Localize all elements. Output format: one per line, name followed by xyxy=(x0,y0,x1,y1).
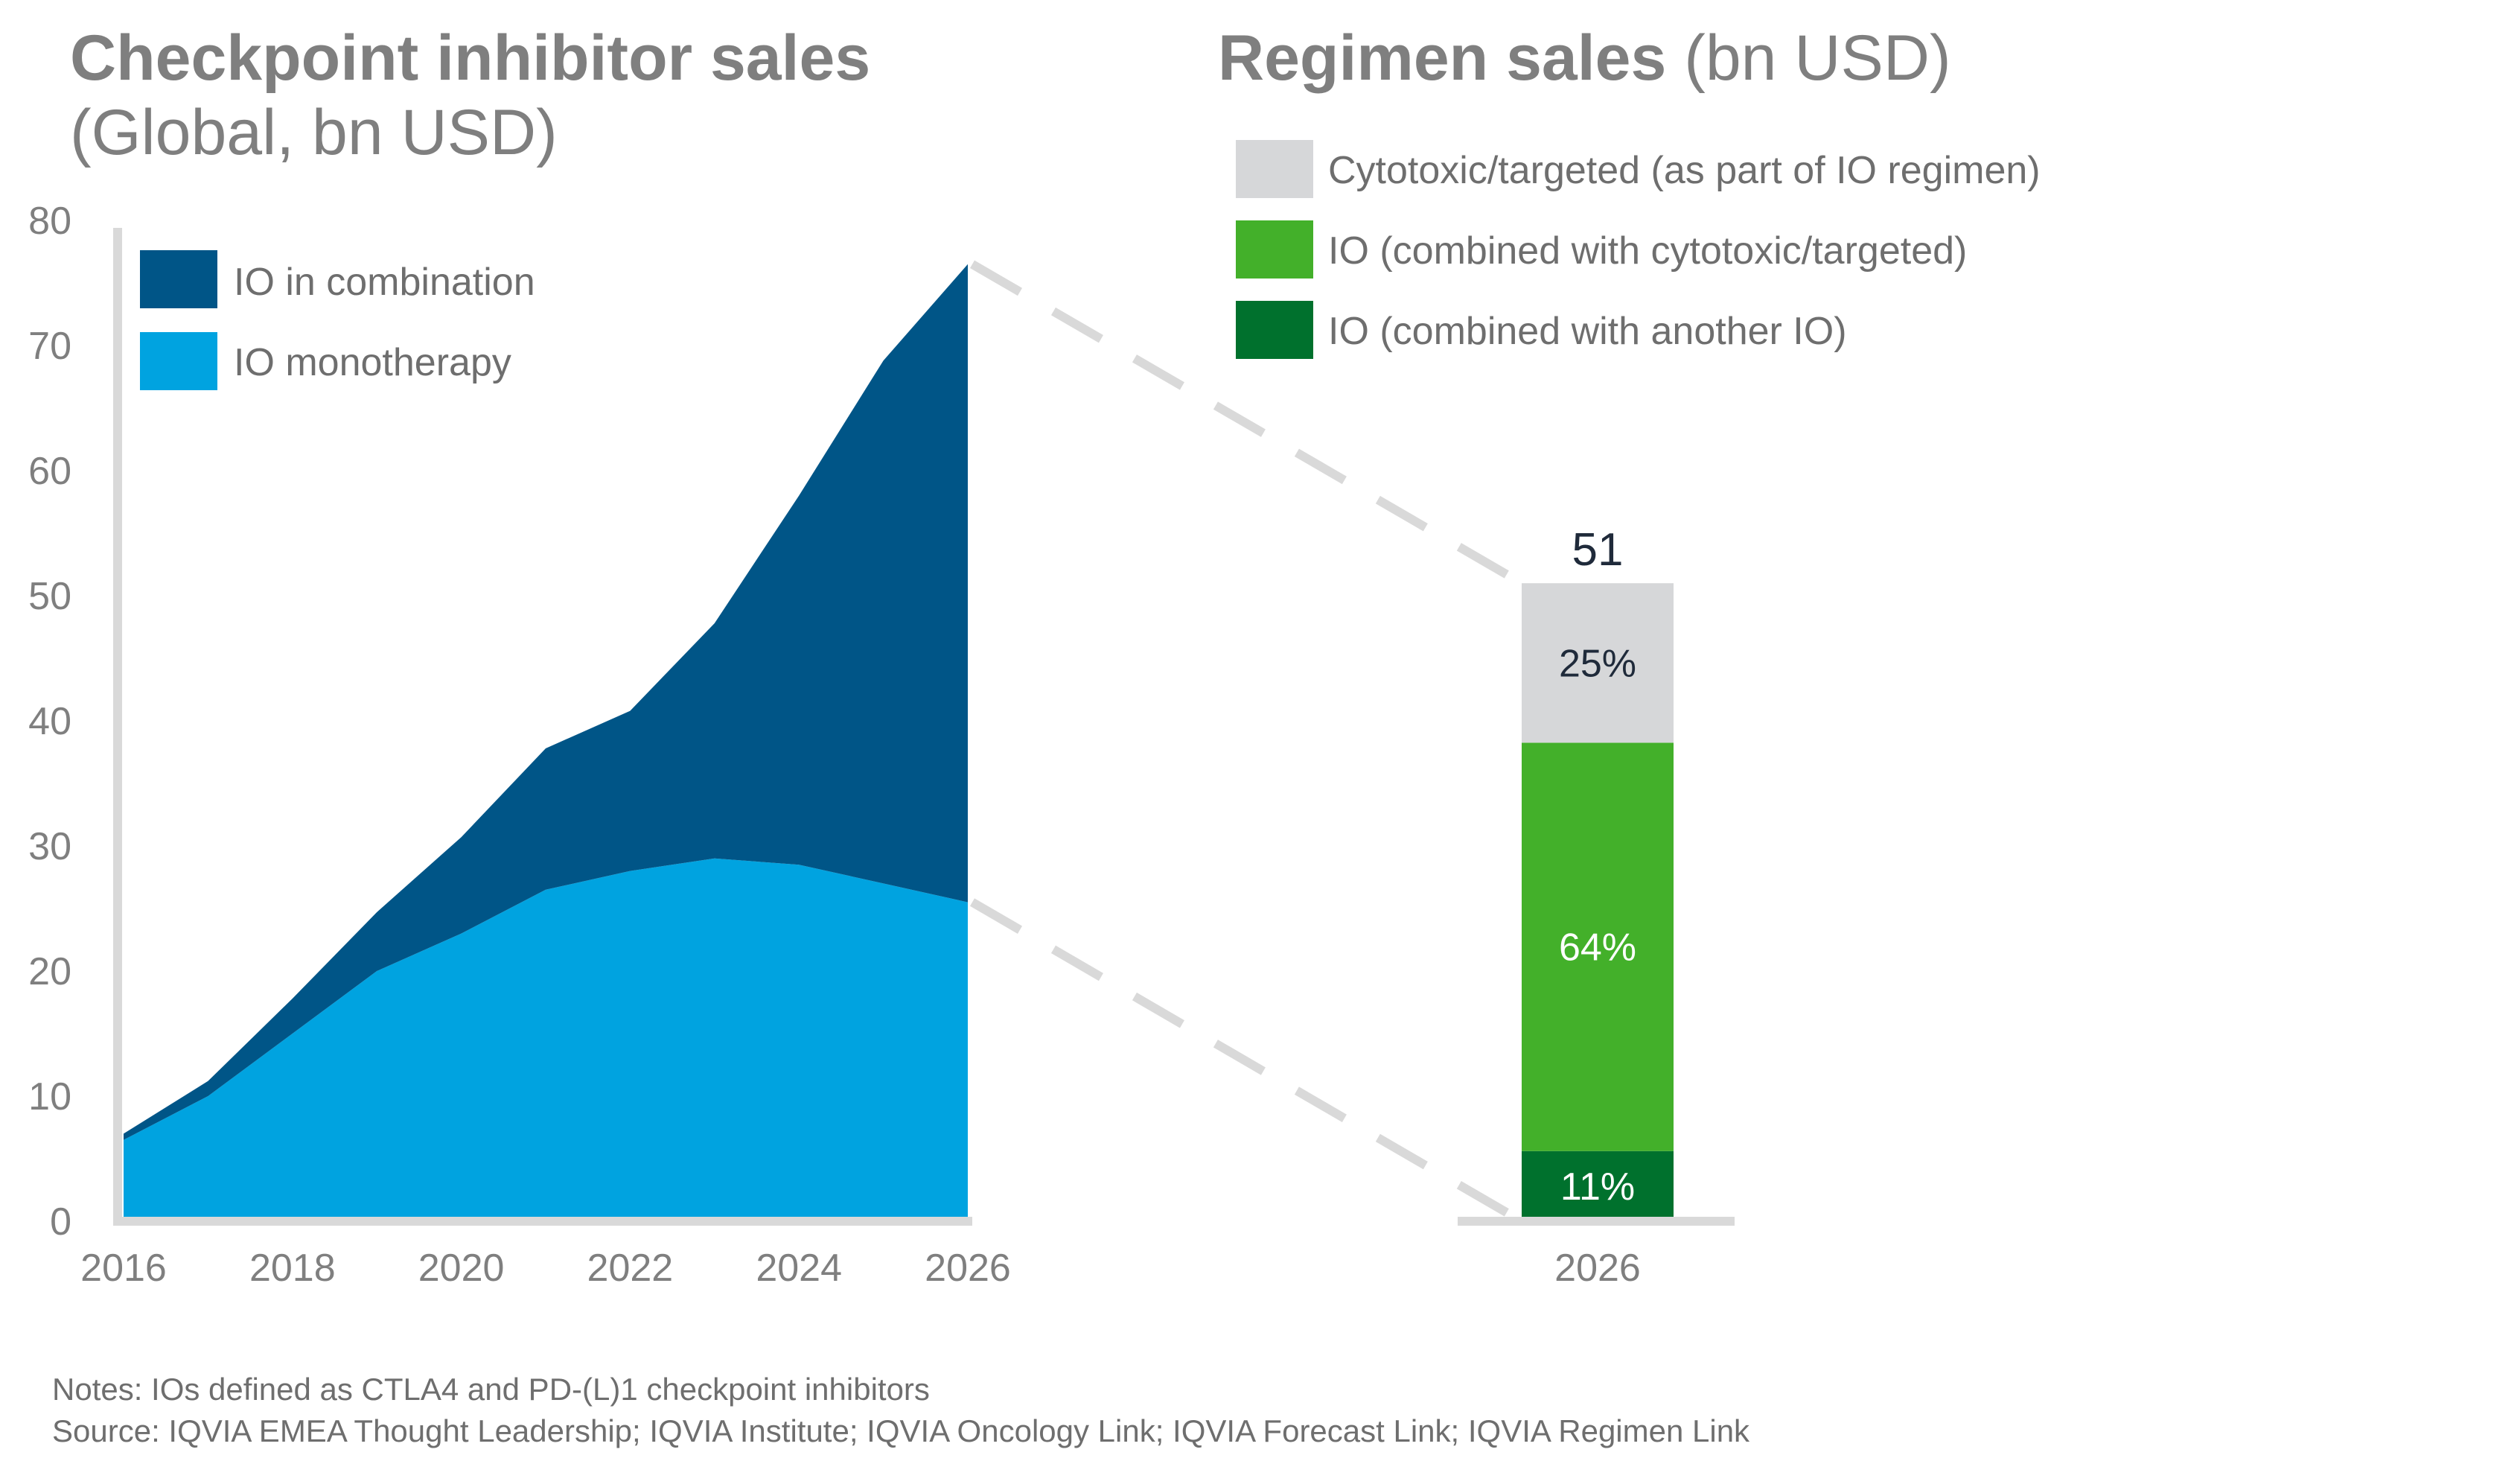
connector-dash-top xyxy=(969,260,1525,588)
bar-segment-cytotoxic-targeted-as-part-of-io-regimen- xyxy=(1522,583,1674,743)
y-tick-label: 50 xyxy=(28,575,71,618)
legend-swatch-io-combination xyxy=(140,250,217,308)
x-tick-label: 2024 xyxy=(756,1247,842,1290)
bar-segment-label: 11% xyxy=(1560,1165,1635,1209)
x-tick-label: 2026 xyxy=(925,1247,1011,1290)
legend-swatch-io-io xyxy=(1236,301,1313,359)
legend-label-cytotoxic: Cytotoxic/targeted (as part of IO regime… xyxy=(1328,149,2041,192)
footnotes: Notes: IOs defined as CTLA4 and PD-(L)1 … xyxy=(52,1369,1749,1452)
legend-swatch-cytotoxic xyxy=(1236,140,1313,198)
legend-swatch-io-monotherapy xyxy=(140,332,217,390)
y-tick-label: 0 xyxy=(50,1200,71,1244)
right-chart-title: Regimen sales (bn USD) xyxy=(1218,21,1951,95)
x-tick-label: 2020 xyxy=(418,1247,505,1290)
bar-segment-io-combined-with-cytotoxic-targeted- xyxy=(1522,742,1674,1151)
bar-segment-label: 25% xyxy=(1559,642,1636,685)
area-series-io-monotherapy xyxy=(124,858,968,1221)
bar-segment-io-combined-with-another-io- xyxy=(1522,1150,1674,1221)
left-title-sub: (Global, bn USD) xyxy=(70,97,558,168)
y-tick-label: 30 xyxy=(28,825,71,868)
x-tick-label: 2016 xyxy=(80,1247,167,1290)
bar-category-label: 2026 xyxy=(1554,1247,1641,1290)
y-tick-label: 60 xyxy=(28,450,71,493)
right-title-main: Regimen sales xyxy=(1218,22,1667,94)
y-tick-label: 10 xyxy=(28,1075,71,1118)
area-series-io-in-combination xyxy=(124,264,968,1140)
x-tick-label: 2022 xyxy=(587,1247,674,1290)
bar-total-label: 51 xyxy=(1572,524,1624,576)
legend-label-io-monotherapy: IO monotherapy xyxy=(234,341,511,384)
left-title-main: Checkpoint inhibitor sales xyxy=(70,22,871,94)
left-chart-title: Checkpoint inhibitor sales (Global, bn U… xyxy=(70,21,870,170)
bar-segment-label: 64% xyxy=(1559,926,1636,970)
legend-label-io-cytotoxic: IO (combined with cytotoxic/targeted) xyxy=(1328,229,1968,273)
right-title-unit: (bn USD) xyxy=(1666,22,1951,94)
y-tick-label: 80 xyxy=(28,200,71,243)
y-tick-label: 20 xyxy=(28,950,71,993)
legend-label-io-combination: IO in combination xyxy=(234,261,535,304)
y-tick-label: 40 xyxy=(28,700,71,743)
legend-swatch-io-cytotoxic xyxy=(1236,220,1313,279)
legend-label-io-io: IO (combined with another IO) xyxy=(1328,310,1847,353)
x-tick-label: 2018 xyxy=(249,1247,336,1290)
source-line: Source: IQVIA EMEA Thought Leadership; I… xyxy=(52,1413,1750,1448)
y-tick-label: 70 xyxy=(28,325,71,368)
connector-dash-bottom xyxy=(969,898,1525,1226)
notes-line: Notes: IOs defined as CTLA4 and PD-(L)1 … xyxy=(52,1372,930,1407)
